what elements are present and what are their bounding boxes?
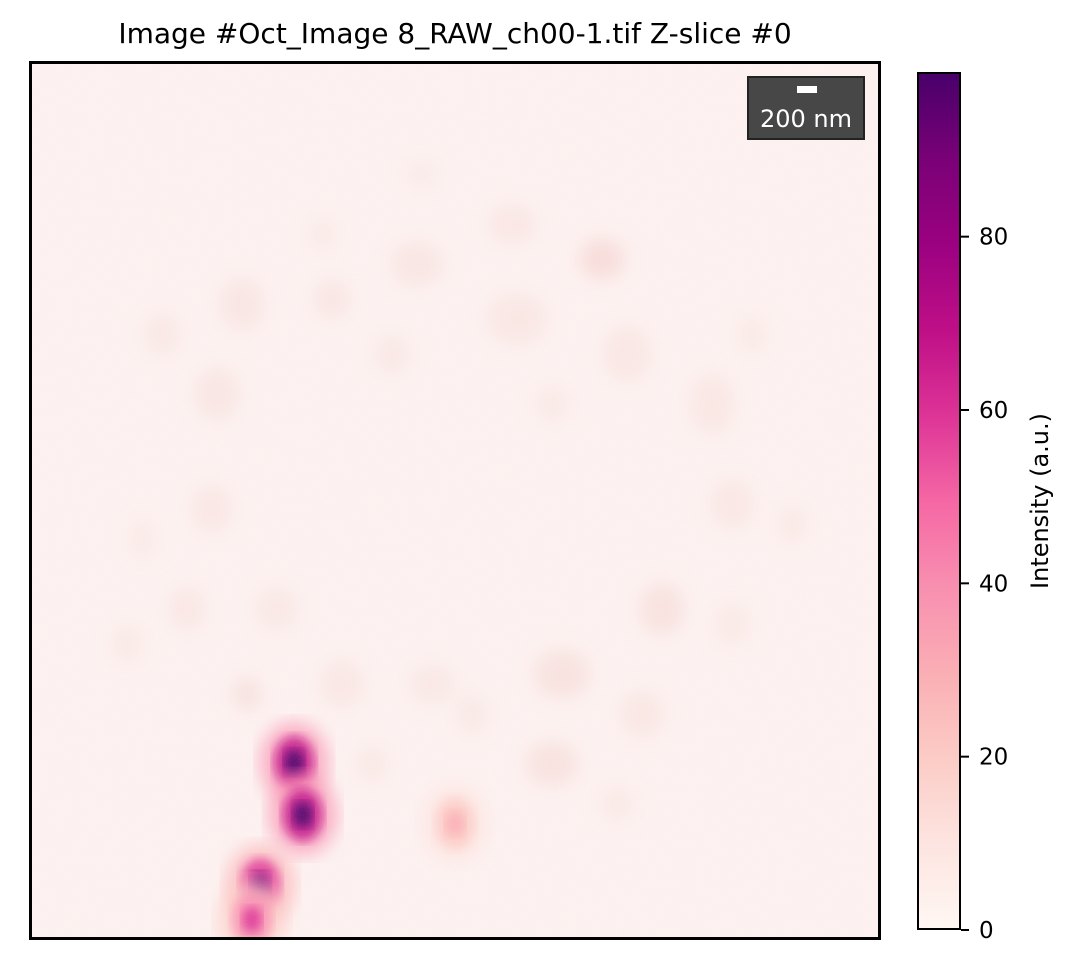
colorbar-tick-label: 40	[979, 571, 1008, 597]
colorbar-tick-label: 60	[979, 398, 1008, 424]
intensity-image	[32, 64, 878, 937]
colorbar-tick-label: 80	[979, 225, 1008, 251]
scale-bar-label: 200 nm	[759, 105, 853, 133]
scale-bar-line	[797, 86, 817, 93]
colorbar-tick-label: 0	[979, 918, 994, 944]
scale-bar: 200 nm	[747, 76, 865, 140]
colorbar-axis: 0 20 40 60 80	[961, 72, 1021, 944]
chart-title: Image #Oct_Image 8_RAW_ch00-1.tif Z-slic…	[118, 17, 792, 50]
image-panel: 200 nm	[29, 61, 881, 940]
colorbar	[917, 72, 961, 930]
colorbar-label: Intensity (a.u.)	[1026, 413, 1054, 589]
colorbar-tick-label: 20	[979, 745, 1008, 771]
